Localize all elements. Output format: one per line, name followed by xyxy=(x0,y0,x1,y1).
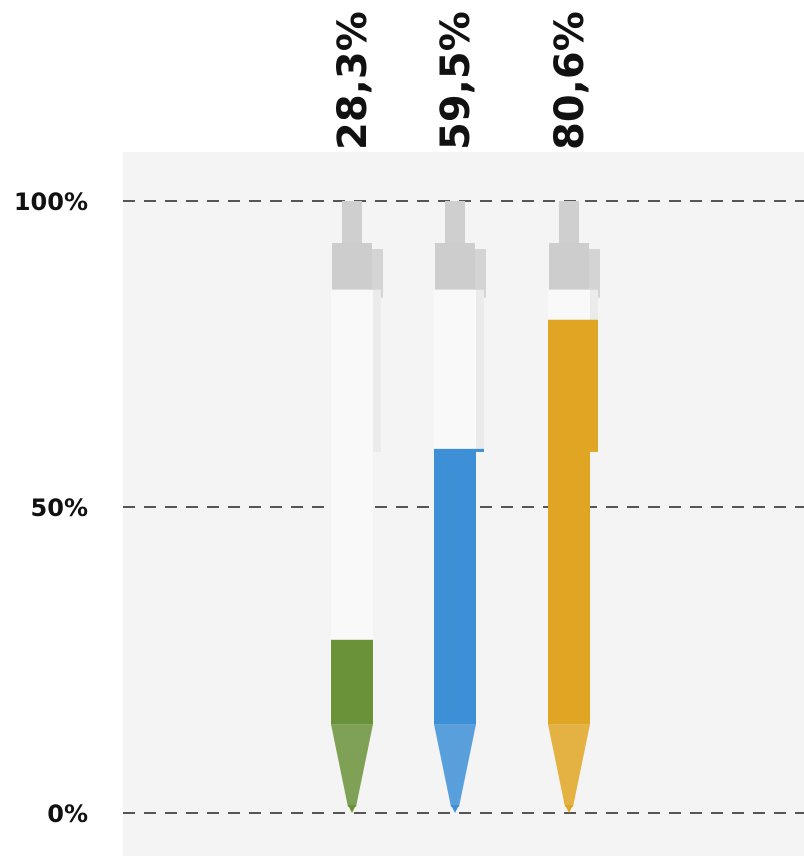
value-labels: 28,3% 59,5% 80,6% xyxy=(330,11,593,150)
bar xyxy=(434,448,476,725)
pen-point xyxy=(348,805,356,813)
pen-tip xyxy=(548,724,590,807)
pen-cap xyxy=(332,243,372,290)
pen-clip-top xyxy=(475,249,486,298)
pen-plunger xyxy=(445,201,465,246)
pen-plunger xyxy=(342,201,362,246)
pen-cap xyxy=(549,243,589,290)
pen xyxy=(331,201,383,813)
pen-clip xyxy=(476,289,484,452)
bar xyxy=(331,639,373,725)
pen-clip-top xyxy=(372,249,383,298)
pen-cap xyxy=(435,243,475,290)
y-tick-label: 50% xyxy=(31,494,88,522)
data-label: 80,6% xyxy=(547,11,593,150)
pen-clip xyxy=(373,289,381,452)
pen-clip-top xyxy=(589,249,600,298)
pen-point xyxy=(451,805,459,813)
pens xyxy=(331,201,600,813)
pen-plunger xyxy=(559,201,579,246)
pen-clip-fill xyxy=(590,319,598,452)
y-axis-labels: 0% 50% 100% xyxy=(14,188,88,828)
bar xyxy=(548,319,590,725)
data-label: 59,5% xyxy=(433,11,479,150)
pen-tip xyxy=(331,724,373,807)
y-tick-label: 100% xyxy=(14,188,88,216)
pen-point xyxy=(565,805,573,813)
pen-tip xyxy=(434,724,476,807)
pen-clip-fill xyxy=(476,448,484,452)
pen xyxy=(434,201,486,813)
data-label: 28,3% xyxy=(330,11,376,150)
y-tick-label: 0% xyxy=(47,800,88,828)
pen xyxy=(548,201,600,813)
